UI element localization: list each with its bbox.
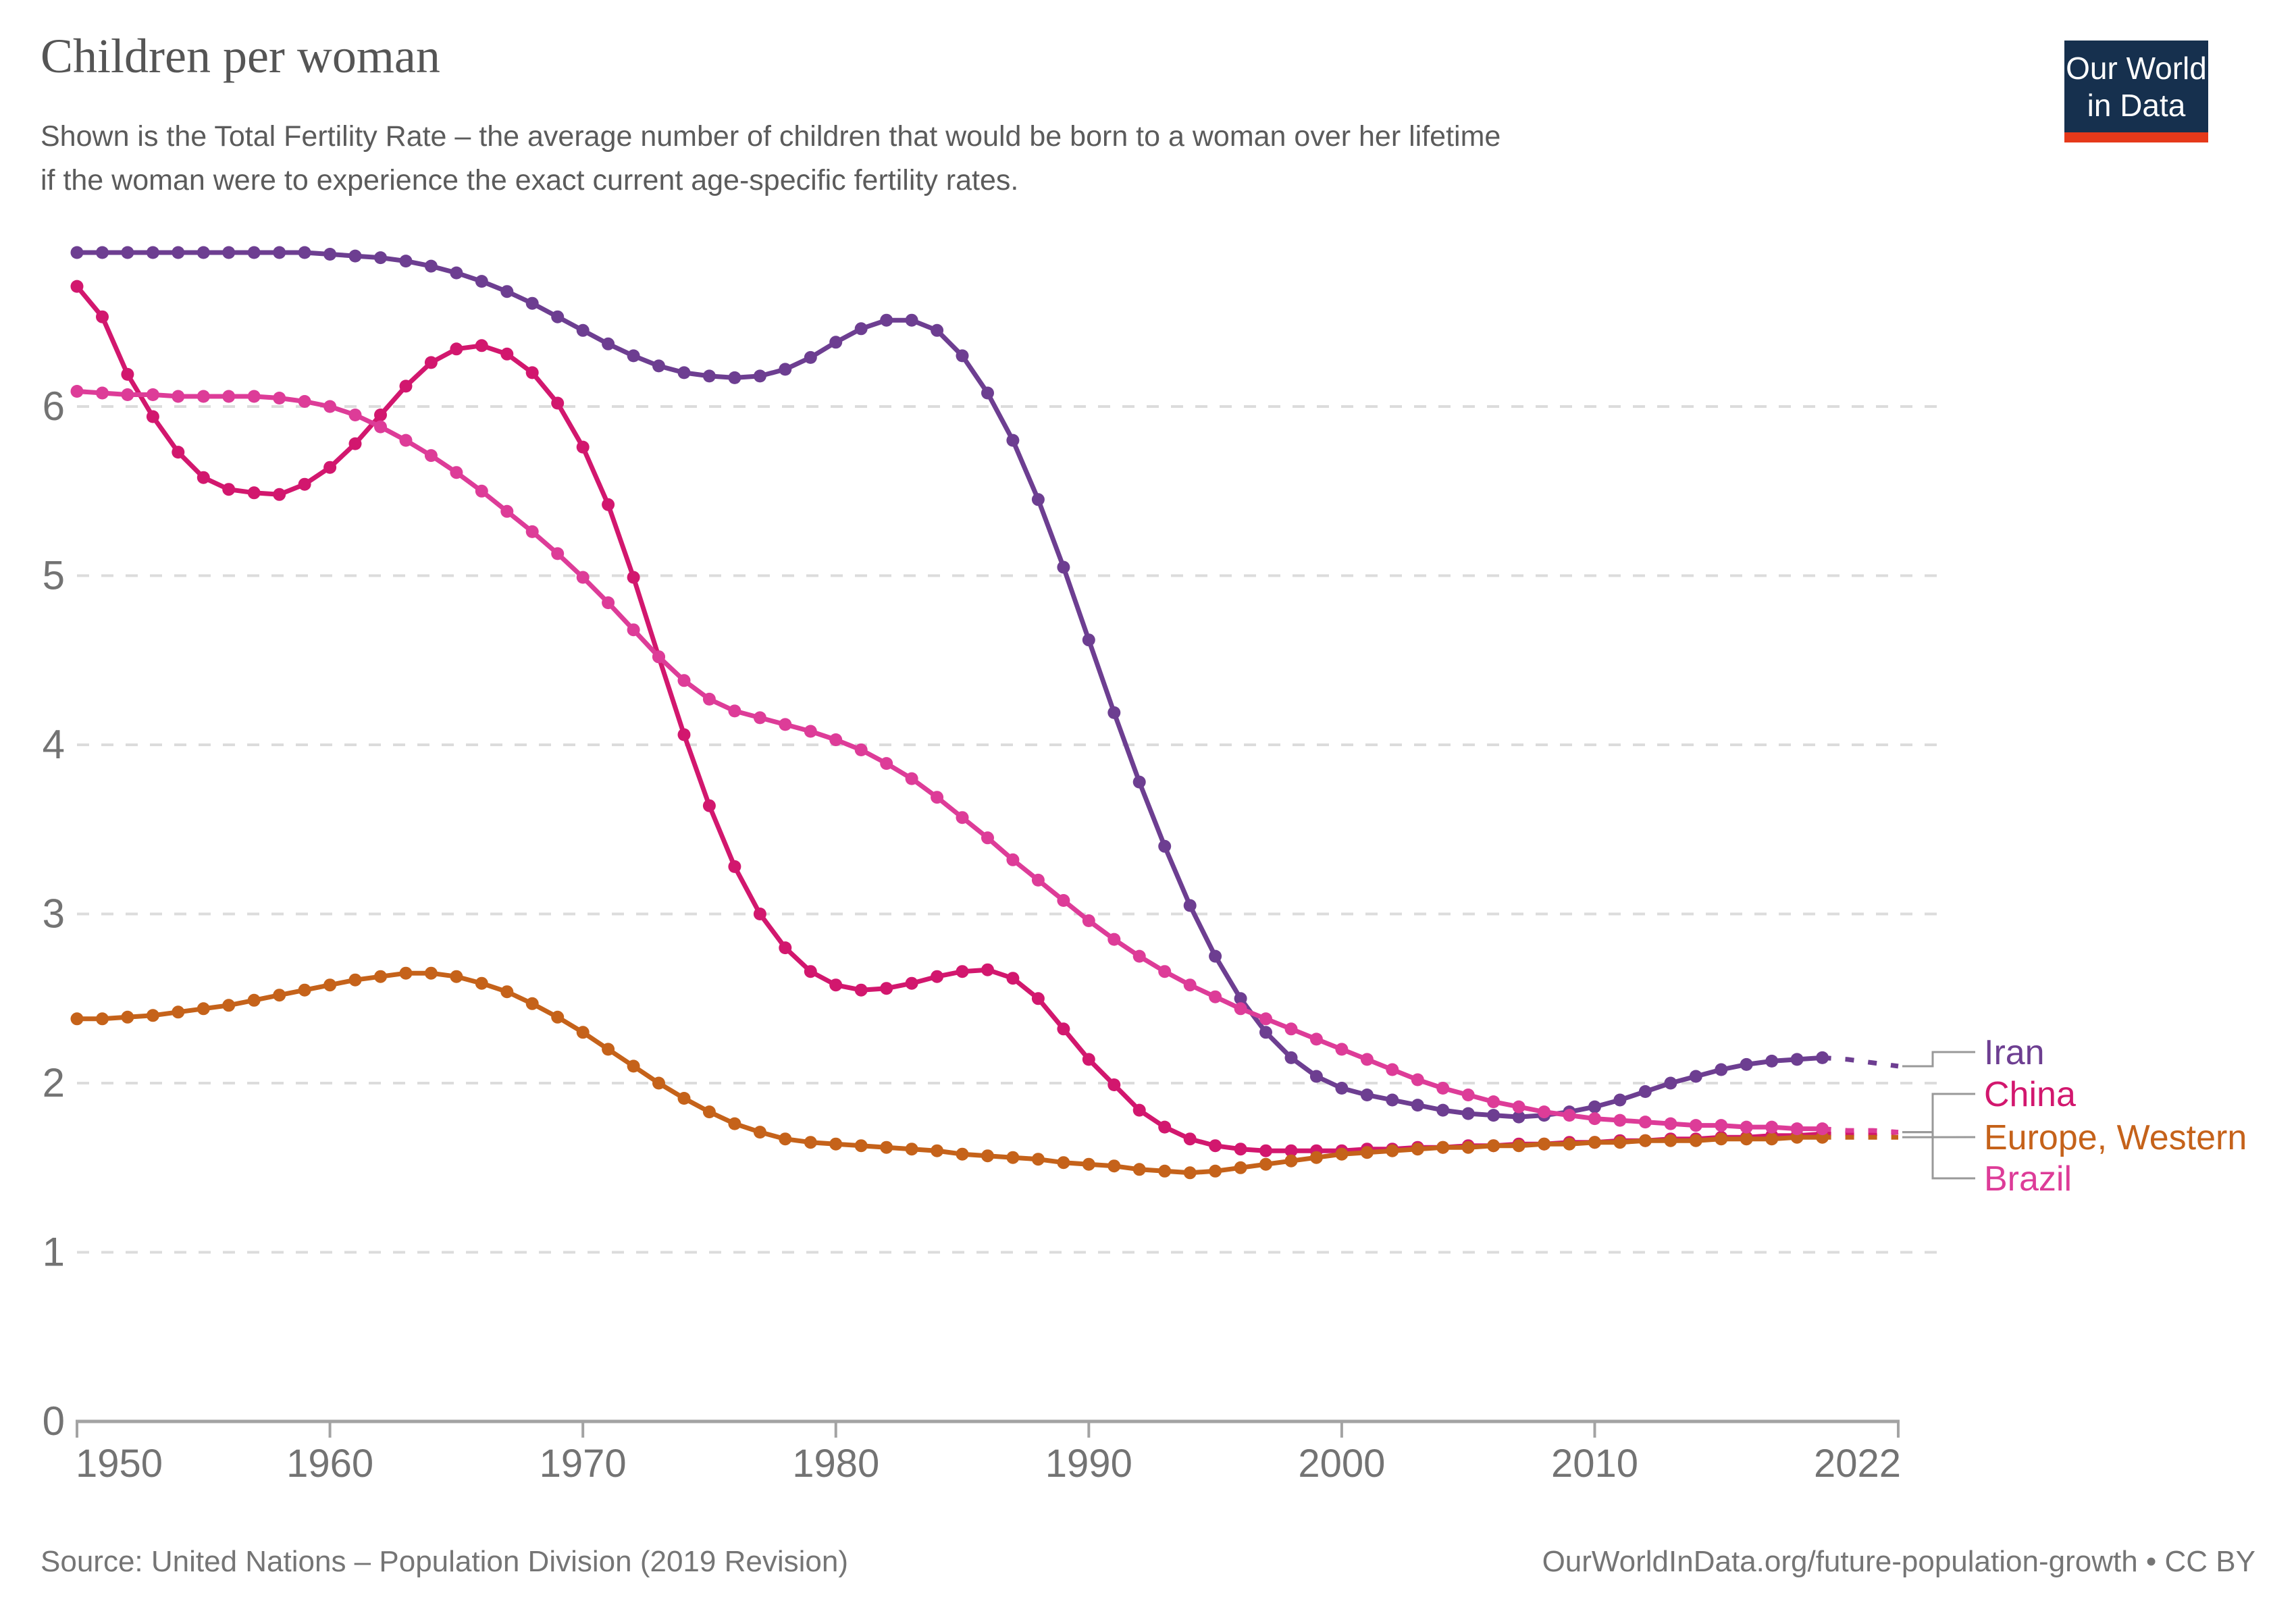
y-tick-label-0: 0	[43, 1398, 65, 1444]
x-tick-label-1970: 1970	[540, 1442, 627, 1486]
series-projection-brazil[interactable]	[1823, 1129, 1898, 1132]
series-iran[interactable]	[71, 246, 1899, 1124]
series-projection-iran[interactable]	[1823, 1057, 1898, 1066]
source-note: Source: United Nations – Population Divi…	[41, 1545, 848, 1579]
chart-subtitle: Shown is the Total Fertility Rate – the …	[41, 115, 1931, 203]
legend-label-iran[interactable]: Iran	[1984, 1033, 2045, 1072]
x-tick-label-2022: 2022	[1814, 1442, 1901, 1486]
y-tick-label-5: 5	[43, 553, 65, 598]
chart-footer: Source: United Nations – Population Divi…	[41, 1545, 2255, 1579]
series-line-brazil[interactable]	[77, 392, 1823, 1129]
x-tick-label-1980: 1980	[792, 1442, 879, 1486]
legend-label-brazil[interactable]: Brazil	[1984, 1159, 2072, 1199]
series-europe-western[interactable]	[71, 967, 1899, 1180]
owid-link[interactable]: OurWorldInData.org/future-population-gro…	[1542, 1545, 2255, 1579]
y-tick-label-1: 1	[43, 1230, 65, 1275]
x-tick-label-1950: 1950	[76, 1442, 163, 1486]
page-title: Children per woman	[41, 28, 440, 84]
owid-logo-line2: in Data	[2064, 87, 2208, 124]
chart-subtitle-line2: if the woman were to experience the exac…	[41, 159, 1931, 203]
series-line-china[interactable]	[77, 286, 1823, 1151]
legend-label-europe-western[interactable]: Europe, Western	[1984, 1118, 2247, 1157]
x-tick-label-2000: 2000	[1298, 1442, 1385, 1486]
y-tick-label-4: 4	[43, 722, 65, 767]
x-tick-label-2010: 2010	[1551, 1442, 1638, 1486]
legend-connector-iran	[1902, 1052, 1975, 1066]
chart-subtitle-line1: Shown is the Total Fertility Rate – the …	[41, 115, 1931, 159]
x-tick-label-1990: 1990	[1045, 1442, 1132, 1486]
legend-connector-brazil	[1902, 1132, 1975, 1178]
legend-connector-china	[1902, 1094, 1975, 1132]
y-tick-label-2: 2	[43, 1060, 65, 1105]
x-tick-label-1960: 1960	[286, 1442, 373, 1486]
series-brazil[interactable]	[71, 385, 1899, 1135]
y-tick-label-3: 3	[43, 891, 65, 937]
series-line-iran[interactable]	[77, 253, 1823, 1117]
owid-logo-line1: Our World	[2064, 50, 2208, 87]
y-tick-label-6: 6	[43, 384, 65, 429]
legend-label-china[interactable]: China	[1984, 1075, 2076, 1114]
series-projection-china[interactable]	[1823, 1132, 1898, 1134]
owid-logo[interactable]: Our World in Data	[2064, 41, 2208, 142]
series-line-europe-western[interactable]	[77, 973, 1823, 1173]
